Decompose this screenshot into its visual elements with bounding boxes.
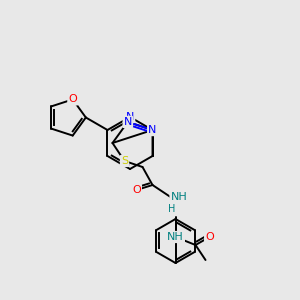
Text: N: N <box>124 117 132 127</box>
Text: O: O <box>205 232 214 242</box>
Text: O: O <box>132 185 141 195</box>
Text: NH: NH <box>170 192 187 202</box>
Text: N: N <box>148 125 157 135</box>
Text: N: N <box>126 112 134 122</box>
Text: H: H <box>168 204 175 214</box>
Text: S: S <box>121 156 128 166</box>
Text: NH: NH <box>167 232 184 242</box>
Text: O: O <box>68 94 77 104</box>
Text: N: N <box>148 125 157 135</box>
